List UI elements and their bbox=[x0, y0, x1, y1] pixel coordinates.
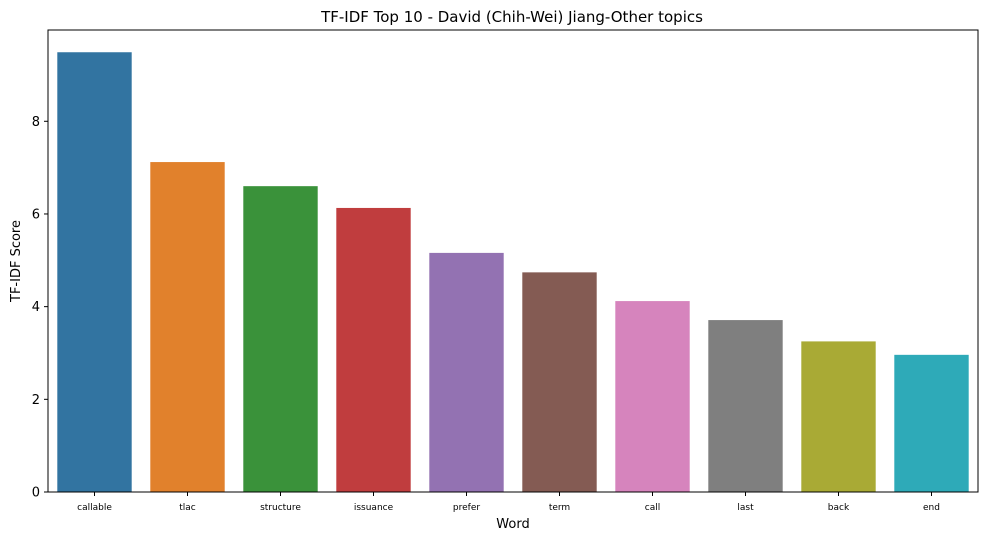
x-tick-label: tlac bbox=[179, 503, 196, 513]
plot-frame bbox=[47, 29, 979, 493]
x-tick-label: call bbox=[645, 503, 660, 513]
bar-structure bbox=[243, 186, 318, 493]
bar-prefer bbox=[429, 252, 504, 492]
y-tick-label: 0 bbox=[32, 486, 40, 501]
bars-group bbox=[57, 52, 969, 493]
x-tick-label: term bbox=[549, 503, 570, 513]
x-tick-label: last bbox=[737, 503, 754, 513]
bar-callable bbox=[57, 52, 132, 492]
x-axis-ticks: callable tlac structure issuance prefer term c… bbox=[77, 492, 940, 513]
bar-end bbox=[894, 354, 969, 492]
x-axis-label: Word bbox=[496, 517, 529, 532]
bar-call bbox=[615, 301, 690, 492]
x-tick-label: issuance bbox=[354, 503, 394, 513]
x-tick-label: end bbox=[923, 503, 940, 513]
bar-term bbox=[522, 272, 597, 492]
bar-tlac bbox=[150, 162, 225, 492]
y-axis-ticks: 0 2 4 6 8 bbox=[32, 115, 48, 501]
chart-title: TF-IDF Top 10 - David (Chih-Wei) Jiang-O… bbox=[320, 8, 703, 26]
x-tick-label: callable bbox=[77, 503, 112, 513]
x-tick-label: structure bbox=[260, 503, 301, 513]
y-tick-label: 2 bbox=[32, 393, 40, 408]
x-tick-label: prefer bbox=[453, 503, 480, 513]
y-tick-label: 4 bbox=[32, 300, 40, 315]
x-tick-label: back bbox=[828, 503, 850, 513]
y-axis-label: TF-IDF Score bbox=[9, 220, 24, 303]
y-tick-label: 6 bbox=[32, 207, 40, 222]
bar-issuance bbox=[336, 207, 411, 492]
bar-back bbox=[801, 341, 876, 492]
y-tick-label: 8 bbox=[32, 115, 40, 130]
bar-last bbox=[708, 320, 783, 492]
